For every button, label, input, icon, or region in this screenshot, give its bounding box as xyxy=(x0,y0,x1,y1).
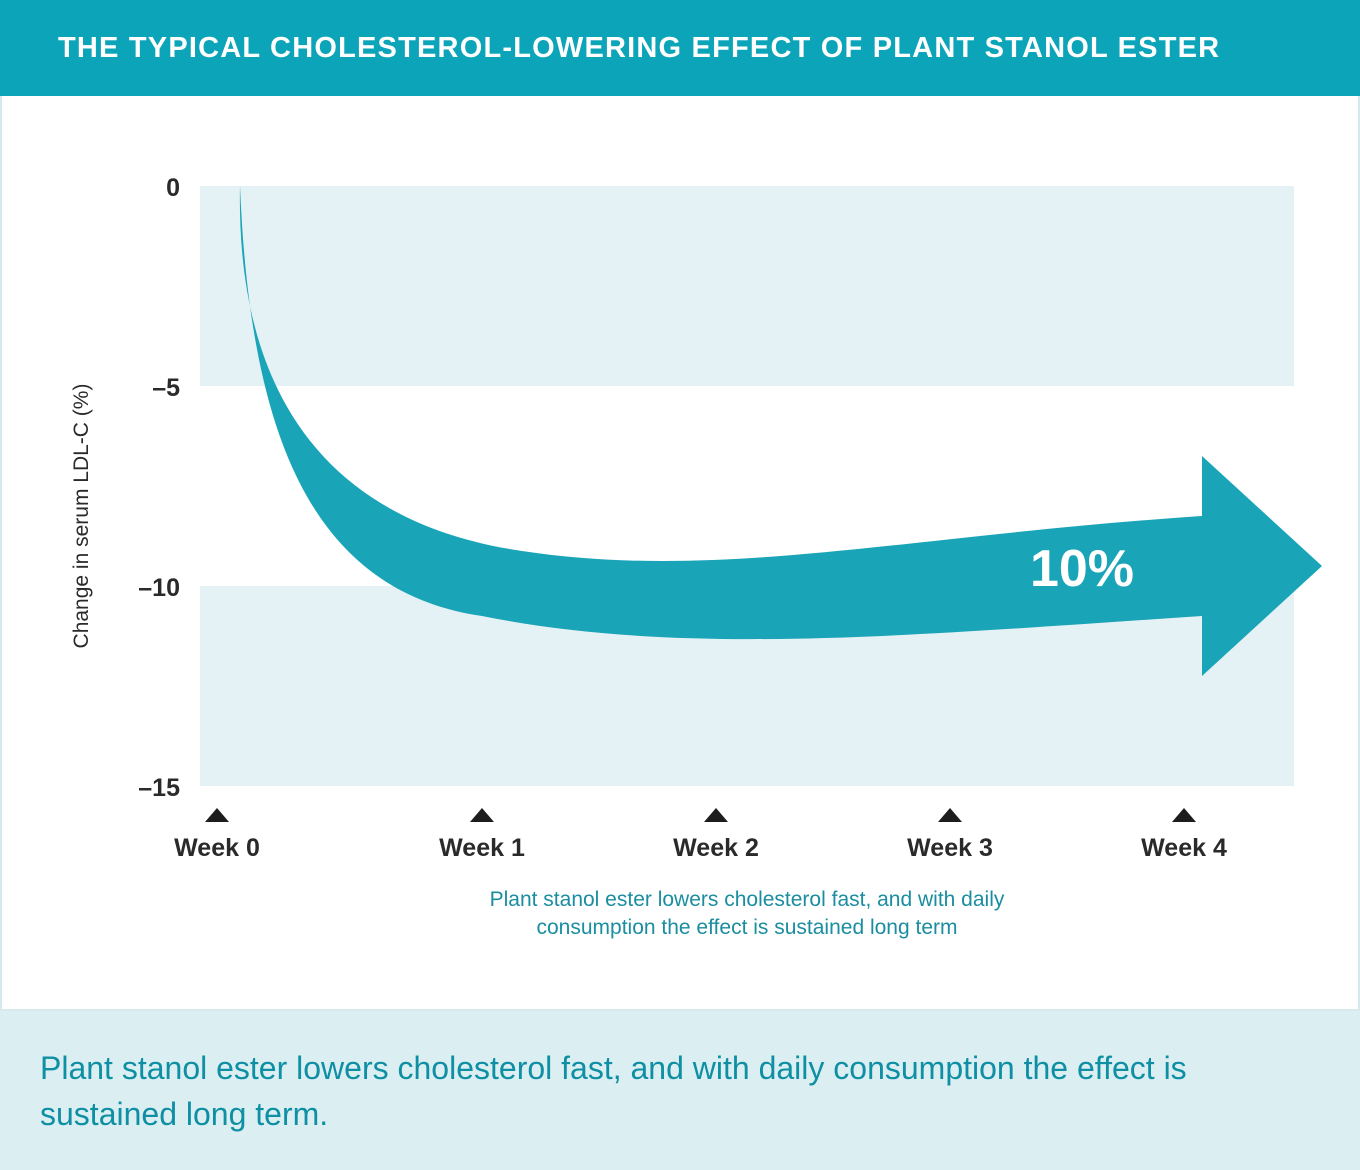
header-bar: THE TYPICAL CHOLESTEROL-LOWERING EFFECT … xyxy=(0,0,1360,96)
tick-marker-icon xyxy=(938,808,962,822)
tick-marker-icon xyxy=(470,808,494,822)
tick-marker-icon xyxy=(205,808,229,822)
xtick-label: Week 4 xyxy=(1141,834,1227,862)
ytick-label: –15 xyxy=(138,774,180,802)
tick-marker-icon xyxy=(704,808,728,822)
header-title: THE TYPICAL CHOLESTEROL-LOWERING EFFECT … xyxy=(58,32,1220,65)
chart-subcaption-line1: Plant stanol ester lowers cholesterol fa… xyxy=(490,888,1005,911)
xtick-label: Week 2 xyxy=(673,834,759,862)
chart-svg: 0 –5 –10 –15 Change in serum LDL-C (%) W… xyxy=(2,96,1358,1007)
chart-subcaption-line2: consumption the effect is sustained long… xyxy=(536,916,957,939)
ytick-label: 0 xyxy=(166,174,180,202)
infographic-frame: THE TYPICAL CHOLESTEROL-LOWERING EFFECT … xyxy=(0,0,1360,1170)
caption-text: Plant stanol ester lowers cholesterol fa… xyxy=(40,1045,1320,1138)
x-tick-markers xyxy=(205,808,1196,822)
y-axis-label: Change in serum LDL-C (%) xyxy=(70,384,93,649)
xtick-label: Week 0 xyxy=(174,834,260,862)
caption-panel: Plant stanol ester lowers cholesterol fa… xyxy=(0,1011,1360,1170)
chart-panel: 0 –5 –10 –15 Change in serum LDL-C (%) W… xyxy=(0,96,1360,1011)
ytick-label: –10 xyxy=(138,574,180,602)
callout-value: 10% xyxy=(1030,540,1134,598)
ytick-label: –5 xyxy=(152,374,180,402)
xtick-label: Week 1 xyxy=(439,834,525,862)
band-top xyxy=(200,186,1294,386)
xtick-label: Week 3 xyxy=(907,834,993,862)
tick-marker-icon xyxy=(1172,808,1196,822)
